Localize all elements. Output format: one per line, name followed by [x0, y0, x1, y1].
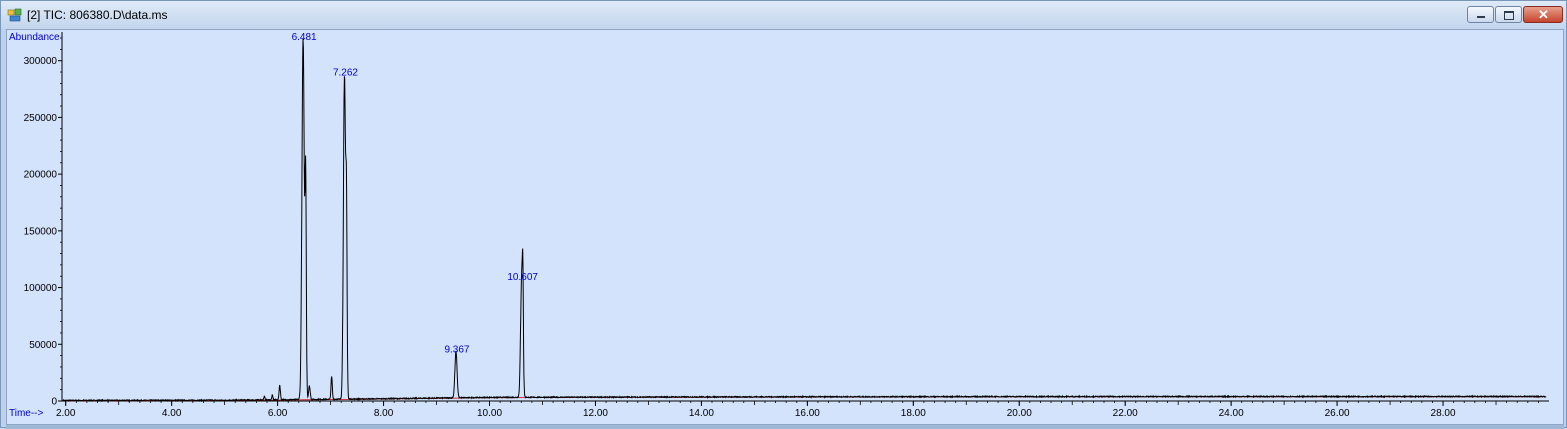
- x-tick-label: 16.00: [795, 408, 820, 419]
- x-tick-label: 4.00: [162, 408, 182, 419]
- peak-label: 7.262: [333, 68, 358, 79]
- y-tick-label: 200000: [24, 170, 58, 181]
- tic-chromatogram-chart[interactable]: 0 50000 100000 150000 200000 250000 300000 2.0…: [7, 30, 1563, 424]
- y-tick-label: 150000: [24, 226, 58, 237]
- y-tick-label: 0: [51, 397, 57, 408]
- peak-label: 10.607: [507, 272, 538, 283]
- x-tick-label: 6.00: [268, 408, 288, 419]
- x-tick-label: 10.00: [477, 408, 502, 419]
- window-title: [2] TIC: 806380.D\data.ms: [27, 8, 168, 22]
- minimize-button[interactable]: [1467, 6, 1494, 23]
- peak-label: 9.367: [444, 344, 469, 355]
- peak-labels: 6.481 7.262 9.367 10.607: [292, 32, 539, 355]
- x-tick-label: 24.00: [1219, 408, 1244, 419]
- x-axis-ticks: 2.00 4.00 6.00 8.00 10.00 12.00 14.00 16.00 18.0…: [56, 401, 1539, 419]
- x-tick-label: 2.00: [56, 408, 76, 419]
- y-axis-ticks: 0 50000 100000 150000 200000 250000 300000: [24, 37, 62, 408]
- close-button[interactable]: ✕: [1523, 6, 1563, 23]
- close-icon: ✕: [1538, 7, 1549, 22]
- chromatogram-plot-area[interactable]: 0 50000 100000 150000 200000 250000 300000 2.0…: [6, 29, 1564, 425]
- y-axis-label: Abundance: [9, 32, 60, 43]
- x-axis-label: Time-->: [9, 408, 44, 419]
- y-tick-label: 250000: [24, 113, 58, 124]
- y-tick-label: 50000: [29, 340, 57, 351]
- chromatogram-app-icon: [7, 7, 23, 23]
- y-tick-label: 100000: [24, 283, 58, 294]
- title-bar[interactable]: [2] TIC: 806380.D\data.ms ✕: [1, 1, 1566, 29]
- x-tick-label: 12.00: [583, 408, 608, 419]
- tic-trace-line: [62, 38, 1547, 403]
- x-tick-label: 8.00: [374, 408, 394, 419]
- x-tick-label: 14.00: [689, 408, 714, 419]
- status-strip: [6, 425, 1564, 429]
- x-tick-label: 18.00: [901, 408, 926, 419]
- x-tick-label: 20.00: [1007, 408, 1032, 419]
- minimize-icon: [1477, 16, 1485, 18]
- peak-label: 6.481: [292, 32, 317, 43]
- maximize-icon: [1504, 11, 1514, 20]
- x-tick-label: 22.00: [1113, 408, 1138, 419]
- x-tick-label: 28.00: [1431, 408, 1456, 419]
- maximize-button[interactable]: [1495, 6, 1522, 23]
- x-tick-label: 26.00: [1325, 408, 1350, 419]
- y-tick-label: 300000: [24, 56, 58, 67]
